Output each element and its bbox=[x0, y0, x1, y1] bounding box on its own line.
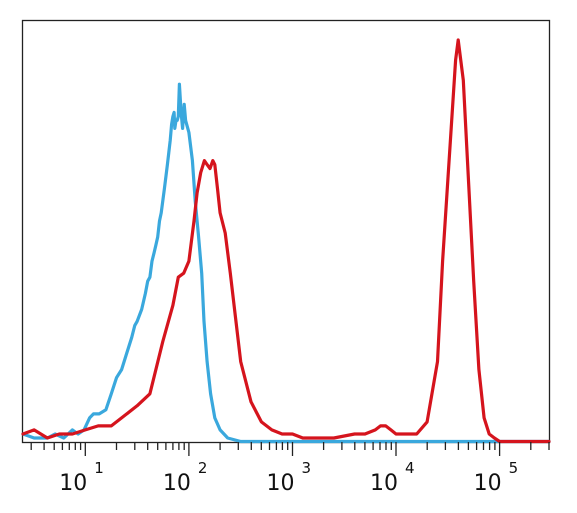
x-tick-label: 10 bbox=[474, 471, 502, 496]
x-tick-label: 10 bbox=[370, 471, 398, 496]
series-line-2 bbox=[21, 38, 551, 444]
x-tick-exponent: 3 bbox=[302, 459, 312, 477]
x-tick-label: 10 bbox=[59, 471, 87, 496]
series-line-1 bbox=[21, 82, 551, 444]
x-tick-exponent: 5 bbox=[509, 459, 519, 477]
x-tick-exponent: 1 bbox=[94, 459, 104, 477]
x-tick-exponent: 2 bbox=[198, 459, 208, 477]
x-tick-label: 10 bbox=[163, 471, 191, 496]
x-axis: 10 1 10 2 10 3 10 4 10 5 bbox=[30, 442, 550, 496]
x-tick-label: 10 bbox=[267, 471, 295, 496]
series-layer bbox=[21, 38, 551, 444]
x-tick-exponent: 4 bbox=[405, 459, 415, 477]
